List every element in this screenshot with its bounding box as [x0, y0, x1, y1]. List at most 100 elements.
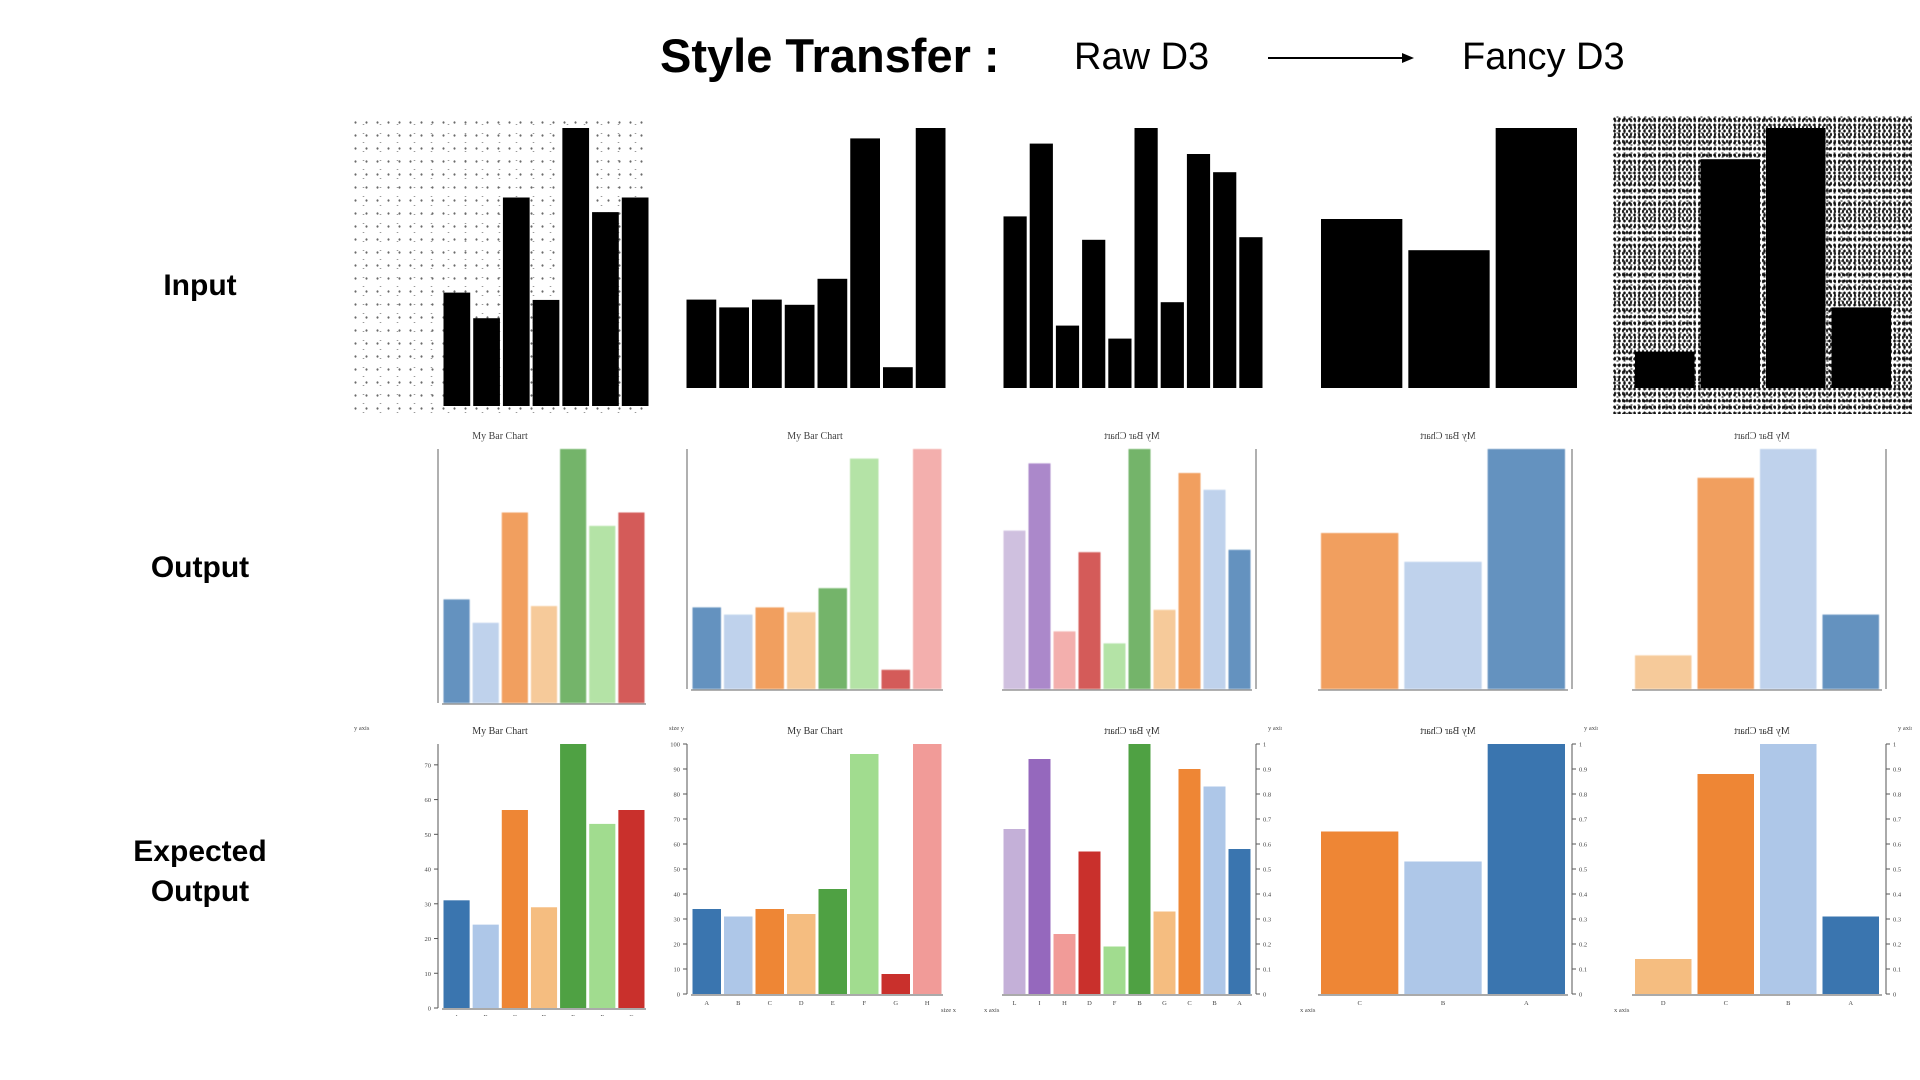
x-tick-label: C [1187, 1000, 1191, 1007]
x-tick-label: G [893, 1000, 898, 1007]
chart-title: My Bar Chart [1734, 726, 1790, 737]
bar-C [755, 909, 784, 994]
y-tick-label: 0 [677, 992, 680, 999]
right-arrow-icon [1268, 53, 1414, 63]
x-tick-label: C [1724, 1000, 1728, 1007]
y-tick-label: 0.6 [1263, 842, 1272, 849]
x-tick-label: G [1162, 1000, 1167, 1007]
x-tick-label: B [1137, 1000, 1142, 1007]
expected-chart-2: My Bar Chart 0 10 20 30 40 50 60 70 80 90 100 size y… [665, 720, 965, 1016]
bar-B [1213, 172, 1237, 388]
bar-B [724, 916, 753, 994]
bar-chart-svg: My Bar Chart [1632, 431, 1887, 691]
y-tick-label: 0.9 [1579, 767, 1587, 774]
y-tick-label: 100 [670, 742, 680, 749]
row-label-expected: Expected Output [133, 835, 267, 908]
bar-chart-svg: My Bar Chart [437, 431, 646, 705]
chart-title: My Bar Chart [1420, 726, 1476, 737]
chart-title: My Bar Chart [1420, 431, 1476, 442]
expected-chart-1: My Bar Chart 0 10 20 30 40 50 60 70 y axis A B C D E F G [350, 720, 650, 1016]
y-tick-label: 0 [1263, 992, 1266, 999]
bar-D [1635, 351, 1695, 388]
bar-D [532, 299, 560, 406]
y-tick-label: 0.2 [1579, 942, 1587, 949]
bar-I [1028, 463, 1051, 689]
bar-A [443, 292, 471, 406]
bar-G [881, 974, 910, 994]
bar-chart-svg [1635, 128, 1891, 388]
y-tick-label: 0.6 [1579, 842, 1588, 849]
bar-B [1404, 861, 1482, 994]
bar-H [1055, 325, 1080, 388]
bar-D [530, 907, 558, 1008]
bar-C [1321, 219, 1403, 388]
bar-B [472, 924, 499, 1008]
chart-title: My Bar Chart [1104, 431, 1160, 442]
bar-B [724, 614, 753, 689]
bar-A [692, 607, 721, 689]
x-tick-label: I [1038, 1000, 1040, 1007]
bar-H [1053, 934, 1076, 994]
bar-C [1178, 473, 1201, 689]
x-tick-label: B [484, 1014, 489, 1016]
y-tick-label: 0.2 [1263, 942, 1271, 949]
bar-F [1108, 338, 1132, 388]
bar-I [1028, 759, 1051, 994]
bar-C [501, 512, 528, 703]
bar-G [618, 512, 645, 703]
bar-D [787, 914, 816, 994]
output-chart-2: My Bar Chart [665, 425, 965, 711]
output-chart-1: My Bar Chart [350, 425, 650, 711]
bar-B [1203, 786, 1226, 994]
y-tick-label: 20 [674, 942, 681, 949]
y-tick-label: 0.3 [1263, 917, 1271, 924]
y-tick-label: 0.7 [1579, 817, 1588, 824]
bar-B [1203, 489, 1226, 689]
bar-C [1321, 533, 1399, 689]
bar-D [1082, 239, 1106, 388]
y-tick-label: 0.8 [1263, 792, 1271, 799]
bar-C [501, 810, 528, 1008]
y-axis-label: y axis [1268, 725, 1282, 732]
y-axis-label: y axis [354, 725, 370, 732]
row-label-input: Input [163, 269, 237, 302]
bar-D [1078, 851, 1101, 994]
bar-A [1822, 916, 1879, 994]
input-chart-3 [982, 116, 1282, 414]
y-tick-label: 0.8 [1579, 792, 1587, 799]
output-chart-4: My Bar Chart [1298, 425, 1598, 711]
bar-C [1697, 477, 1754, 689]
y-tick-label: 40 [425, 867, 432, 874]
bar-F [589, 823, 616, 1008]
y-tick-label: 0.9 [1893, 767, 1901, 774]
bar-chart-svg: My Bar Chart [686, 431, 943, 691]
bar-B [472, 622, 499, 703]
x-tick-label: B [736, 1000, 741, 1007]
y-tick-label: 20 [425, 936, 432, 943]
bar-chart-svg [1321, 128, 1577, 388]
expected-chart-5: My Bar Chart 0 0.1 0.2 0.3 0.4 0.5 0.6 0.7 0.8 0.9… [1612, 720, 1912, 1016]
y-tick-label: 1 [1579, 742, 1582, 749]
bar-B [1760, 744, 1817, 994]
bar-E [560, 449, 587, 703]
x-tick-label: B [1212, 1000, 1217, 1007]
bar-B [1134, 128, 1158, 388]
bar-D [1635, 959, 1692, 994]
bar-C [502, 197, 530, 406]
x-tick-label: E [571, 1014, 575, 1016]
bar-L [1003, 829, 1026, 994]
bar-G [1153, 911, 1176, 994]
x-tick-label: G [629, 1014, 634, 1016]
y-tick-label: 0.4 [1893, 892, 1902, 899]
bar-I [1029, 143, 1053, 388]
bar-A [443, 900, 470, 1008]
y-tick-label: 60 [674, 842, 681, 849]
x-tick-label: A [1848, 1000, 1853, 1007]
y-tick-label: 70 [674, 817, 681, 824]
bar-A [1822, 614, 1879, 689]
y-tick-label: 30 [674, 917, 681, 924]
x-tick-label: L [1013, 1000, 1017, 1007]
bar-C [1697, 774, 1754, 994]
y-tick-label: 50 [674, 867, 681, 874]
y-tick-label: 0 [1893, 992, 1896, 999]
